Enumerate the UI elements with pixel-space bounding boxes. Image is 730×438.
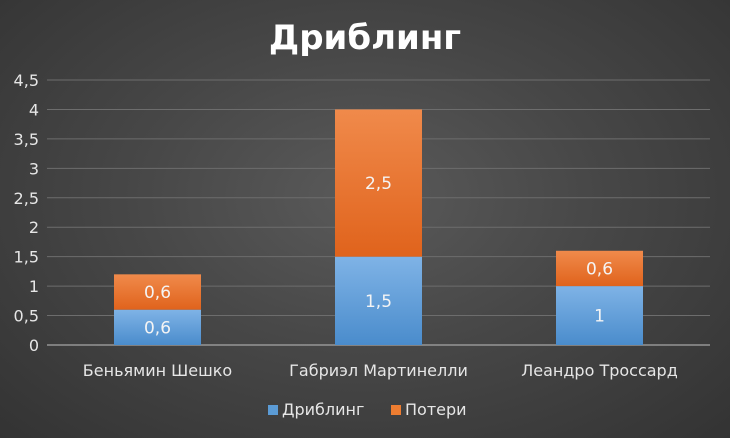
- legend-label: Дриблинг: [282, 400, 364, 419]
- chart-title: Дриблинг: [269, 18, 461, 58]
- bar-segment: [556, 250, 643, 287]
- y-tick-label: 4,5: [14, 71, 39, 90]
- bar-segment: [114, 309, 201, 345]
- data-label: 0,6: [144, 283, 171, 303]
- data-label: 0,6: [586, 259, 613, 279]
- legend-label: Потери: [405, 400, 467, 419]
- y-tick-label: 3: [29, 159, 39, 178]
- category-label: Беньямин Шешко: [83, 361, 232, 380]
- data-label: 1: [594, 307, 605, 327]
- category-label: Леандро Троссард: [521, 361, 678, 380]
- y-tick-label: 2: [29, 218, 39, 237]
- legend-swatch: [391, 405, 401, 415]
- bar-segment: [335, 109, 422, 257]
- bar-segment: [556, 286, 643, 345]
- data-label: 1,5: [365, 292, 392, 312]
- y-tick-label: 4: [29, 100, 39, 119]
- y-tick-label: 3,5: [14, 130, 39, 149]
- y-tick-label: 1,5: [14, 248, 39, 267]
- bar-segment: [114, 274, 201, 310]
- y-tick-label: 0: [29, 336, 39, 355]
- bar-segment: [335, 256, 422, 345]
- y-tick-label: 0,5: [14, 307, 39, 326]
- legend-swatch: [268, 405, 278, 415]
- data-label: 2,5: [365, 174, 392, 194]
- category-label: Габриэл Мартинелли: [289, 361, 468, 380]
- y-tick-label: 2,5: [14, 189, 39, 208]
- data-label: 0,6: [144, 318, 171, 338]
- y-tick-label: 1: [29, 277, 39, 296]
